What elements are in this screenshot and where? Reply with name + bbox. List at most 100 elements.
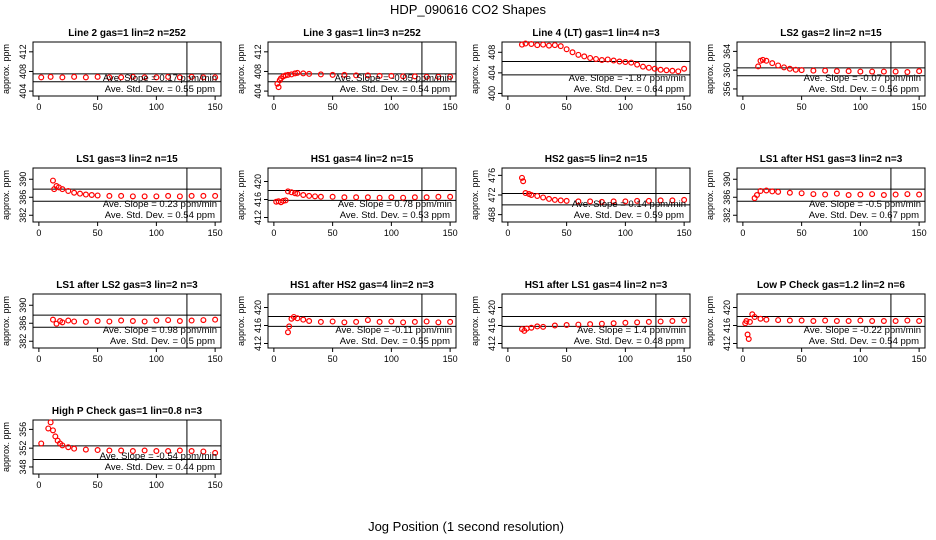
panel-title: Low P Check gas=1.2 lin=2 n=6: [757, 280, 905, 291]
data-point: [317, 318, 324, 325]
data-point: [669, 67, 676, 74]
data-point: [329, 193, 336, 200]
data-point: [292, 70, 299, 77]
data-point: [71, 73, 78, 80]
x-tick-label: 100: [149, 354, 164, 364]
plot-frame: [267, 41, 457, 97]
data-point: [534, 42, 541, 49]
std-dev-annotation: Ave. Std. Dev. = 0.55 ppm: [105, 84, 215, 95]
data-point: [857, 191, 864, 198]
x-tick-label: 100: [618, 228, 633, 238]
data-point: [82, 318, 89, 325]
data-point: [775, 317, 782, 324]
y-tick-label: 352: [18, 441, 28, 456]
x-tick-label: 100: [618, 102, 633, 112]
x-tick-label: 0: [36, 102, 41, 112]
data-point: [188, 192, 195, 199]
data-point: [447, 73, 454, 80]
x-tick-label: 150: [912, 354, 927, 364]
y-tick-label: 356: [18, 422, 28, 437]
data-point: [165, 447, 172, 454]
y-tick-label: 386: [722, 190, 732, 205]
data-point: [292, 190, 299, 197]
data-point: [47, 73, 54, 80]
x-tick-label: 0: [271, 354, 276, 364]
x-tick-label: 150: [443, 228, 458, 238]
y-tick-label: 404: [253, 84, 263, 99]
y-tick-label: 382: [18, 208, 28, 223]
data-point: [38, 74, 45, 81]
x-tick-label: 150: [912, 102, 927, 112]
data-point: [845, 192, 852, 199]
y-tick-label: 404: [487, 65, 497, 80]
chart-panel: LS1 gas=3 lin=2 n=15 approx. ppm 0 50 100 150…: [1, 154, 223, 238]
data-point: [176, 447, 183, 454]
data-point: [141, 318, 148, 325]
y-tick-label: 420: [722, 300, 732, 315]
data-point: [341, 319, 348, 326]
x-tick-label: 0: [36, 354, 41, 364]
data-point: [775, 62, 782, 69]
chart-panel: HS1 after LS1 gas=4 lin=2 n=3 approx. ppm…: [470, 280, 692, 364]
data-point: [141, 193, 148, 200]
data-point: [534, 192, 541, 199]
data-point: [786, 189, 793, 196]
std-dev-annotation: Ave. Std. Dev. = 0.67 ppm: [809, 210, 919, 221]
data-point: [798, 317, 805, 324]
x-tick-label: 50: [93, 480, 103, 490]
data-point: [810, 318, 817, 325]
y-axis-label: approx. ppm: [705, 44, 715, 94]
data-point: [587, 198, 594, 205]
data-point: [65, 187, 72, 194]
data-point: [353, 194, 360, 201]
data-point: [645, 64, 652, 71]
data-point: [435, 193, 442, 200]
data-point: [534, 323, 541, 330]
data-point: [82, 74, 89, 81]
data-point: [200, 192, 207, 199]
slope-annotation: Ave. Slope = -1.87 ppm/min: [569, 73, 686, 84]
data-point: [94, 447, 101, 454]
data-point: [869, 191, 876, 198]
slope-annotation: Ave. Slope = 0.98 ppm/min: [103, 325, 217, 336]
x-tick-label: 0: [271, 228, 276, 238]
x-tick-label: 150: [443, 354, 458, 364]
x-tick-label: 150: [208, 480, 223, 490]
x-tick-label: 50: [328, 102, 338, 112]
data-point: [669, 318, 676, 325]
data-point: [822, 191, 829, 198]
data-point: [622, 198, 629, 205]
data-point: [212, 74, 219, 81]
std-dev-annotation: Ave. Std. Dev. = 0.64 ppm: [574, 84, 684, 95]
x-tick-label: 50: [562, 354, 572, 364]
data-point: [857, 68, 864, 75]
data-point: [822, 317, 829, 324]
data-point: [869, 68, 876, 75]
data-point: [435, 319, 442, 326]
x-tick-label: 100: [149, 480, 164, 490]
data-point: [622, 319, 629, 326]
plot-frame: [501, 293, 691, 349]
std-dev-annotation: Ave. Std. Dev. = 0.53 ppm: [340, 210, 450, 221]
y-tick-label: 412: [18, 44, 28, 59]
x-tick-label: 150: [677, 102, 692, 112]
data-point: [38, 440, 45, 447]
data-points: [518, 317, 688, 334]
y-axis-label: approx. ppm: [470, 170, 480, 220]
data-point: [59, 74, 66, 81]
data-point: [753, 192, 760, 199]
x-tick-label: 150: [677, 354, 692, 364]
panel-title: High P Check gas=1 lin=0.8 n=3: [52, 406, 203, 417]
data-point: [880, 318, 887, 325]
y-tick-label: 468: [487, 207, 497, 222]
slope-annotation: Ave. Slope = -0.5 ppm/min: [809, 199, 921, 210]
data-point: [388, 72, 395, 79]
data-point: [353, 72, 360, 79]
panel-title: HS1 gas=4 lin=2 n=15: [311, 154, 414, 165]
data-point: [306, 192, 313, 199]
x-tick-label: 150: [208, 228, 223, 238]
figure-title: HDP_090616 CO2 Shapes: [390, 2, 547, 17]
data-point: [280, 197, 287, 204]
x-tick-label: 50: [797, 228, 807, 238]
x-tick-label: 0: [505, 228, 510, 238]
